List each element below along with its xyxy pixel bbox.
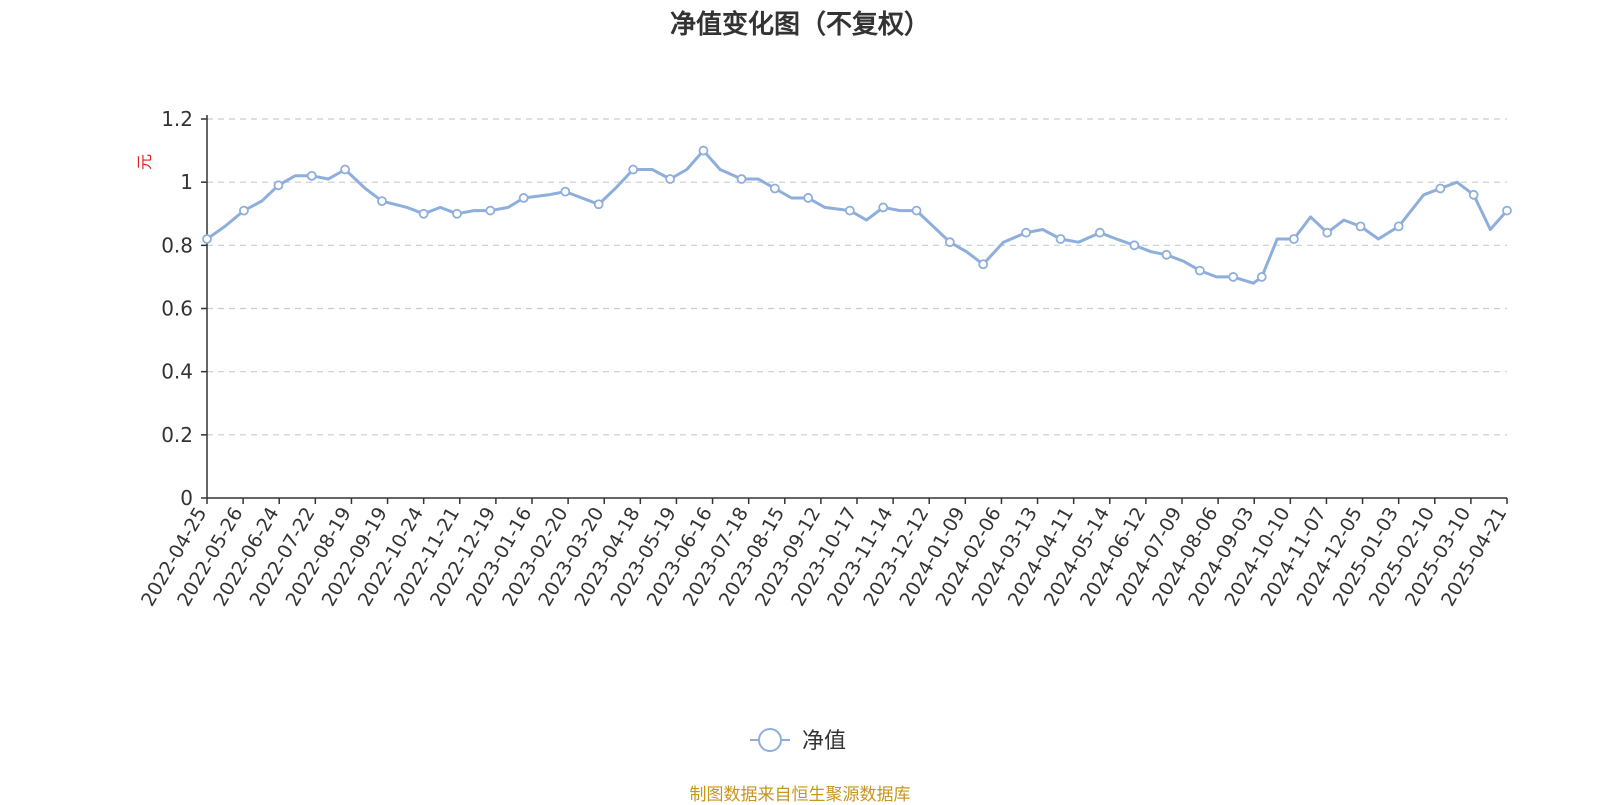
- data-point[interactable]: [1094, 227, 1105, 238]
- series-line: [205, 149, 1509, 285]
- data-point[interactable]: [485, 205, 496, 216]
- data-point[interactable]: [560, 186, 571, 197]
- data-point[interactable]: [1021, 227, 1031, 238]
- legend[interactable]: 净值: [750, 728, 846, 754]
- data-point[interactable]: [769, 183, 780, 194]
- data-point[interactable]: [1055, 234, 1066, 244]
- data-point[interactable]: [1228, 272, 1239, 282]
- data-point[interactable]: [239, 205, 249, 216]
- series-layer: [202, 145, 1512, 285]
- data-point[interactable]: [1393, 221, 1404, 232]
- data-point[interactable]: [944, 237, 955, 248]
- data-point[interactable]: [1502, 205, 1512, 216]
- y-axis-label: 元: [135, 154, 154, 170]
- y-tick-label: 0.8: [161, 233, 193, 257]
- data-point[interactable]: [698, 145, 709, 156]
- data-point[interactable]: [418, 208, 429, 219]
- data-point[interactable]: [377, 196, 387, 207]
- y-tick-label: 0: [180, 486, 193, 510]
- data-point[interactable]: [1355, 221, 1366, 232]
- source-note: 制图数据来自恒生聚源数据库: [689, 785, 911, 805]
- y-tick-label: 0.2: [161, 423, 193, 447]
- legend-marker-icon: [758, 728, 782, 752]
- data-point[interactable]: [452, 208, 462, 219]
- data-point[interactable]: [306, 170, 317, 181]
- y-tick-label: 1.2: [161, 107, 193, 131]
- data-point[interactable]: [844, 205, 855, 216]
- data-point[interactable]: [340, 164, 350, 175]
- data-point[interactable]: [1194, 265, 1205, 276]
- y-axis: 0 0.2 0.4 0.6 0.8 1 1.2: [161, 107, 208, 510]
- legend-label: 净值: [802, 729, 846, 754]
- data-point[interactable]: [1322, 227, 1333, 238]
- data-point[interactable]: [1129, 240, 1140, 251]
- data-point[interactable]: [593, 199, 604, 210]
- data-point[interactable]: [878, 202, 889, 213]
- data-point[interactable]: [803, 193, 814, 203]
- data-point[interactable]: [1256, 272, 1267, 282]
- data-point[interactable]: [978, 259, 989, 270]
- y-tick-label: 0.6: [161, 297, 193, 321]
- x-axis: 2022-04-252022-05-262022-06-242022-07-22…: [137, 497, 1511, 610]
- data-point[interactable]: [202, 234, 212, 244]
- data-point[interactable]: [736, 174, 747, 184]
- data-point[interactable]: [273, 180, 284, 191]
- y-tick-label: 0.4: [161, 360, 193, 384]
- data-point[interactable]: [628, 164, 639, 175]
- grid-lines: [207, 118, 1507, 436]
- data-point[interactable]: [1161, 249, 1172, 260]
- data-point[interactable]: [1289, 234, 1299, 244]
- data-point[interactable]: [911, 205, 922, 216]
- y-tick-label: 1: [180, 170, 193, 194]
- data-point[interactable]: [665, 174, 675, 184]
- data-point[interactable]: [1468, 189, 1479, 200]
- data-point[interactable]: [1435, 183, 1446, 194]
- chart-title: 净值变化图（不复权）: [669, 10, 930, 40]
- data-point[interactable]: [518, 193, 529, 203]
